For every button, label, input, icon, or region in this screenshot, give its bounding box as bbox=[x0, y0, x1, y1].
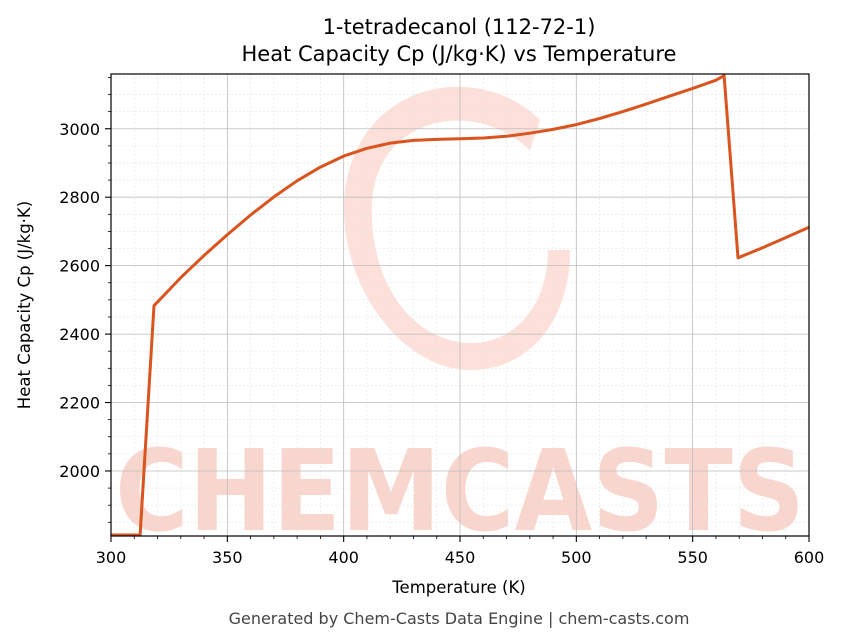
y-tick-label: 3000 bbox=[59, 120, 100, 139]
y-tick-label: 2400 bbox=[59, 325, 100, 344]
watermark-logo-swoosh bbox=[343, 86, 570, 370]
x-tick-label: 300 bbox=[96, 548, 127, 567]
y-axis-label: Heat Capacity Cp (J/kg·K) bbox=[15, 201, 34, 409]
y-tick-label: 2600 bbox=[59, 257, 100, 276]
x-axis-label: Temperature (K) bbox=[391, 578, 525, 597]
x-tick-label: 450 bbox=[445, 548, 476, 567]
y-tick-labels: 2000 2200 2400 2600 2800 3000 bbox=[59, 120, 100, 481]
x-tick-label: 400 bbox=[328, 548, 359, 567]
y-tick-label: 2000 bbox=[59, 462, 100, 481]
y-tick-label: 2800 bbox=[59, 188, 100, 207]
x-tick-label: 350 bbox=[212, 548, 243, 567]
major-grid bbox=[111, 74, 809, 536]
chart-title: 1-tetradecanol (112-72-1) bbox=[323, 15, 596, 39]
series-line bbox=[111, 74, 810, 537]
y-tick-label: 2200 bbox=[59, 394, 100, 413]
axis-ticks bbox=[105, 77, 810, 542]
x-tick-label: 500 bbox=[561, 548, 592, 567]
x-tick-label: 550 bbox=[677, 548, 708, 567]
chart-subtitle: Heat Capacity Cp (J/kg·K) vs Temperature bbox=[242, 42, 677, 66]
footer-credit: Generated by Chem-Casts Data Engine | ch… bbox=[229, 609, 690, 628]
x-tick-label: 600 bbox=[794, 548, 825, 567]
x-tick-labels: 300 350 400 450 500 550 600 bbox=[96, 548, 825, 567]
